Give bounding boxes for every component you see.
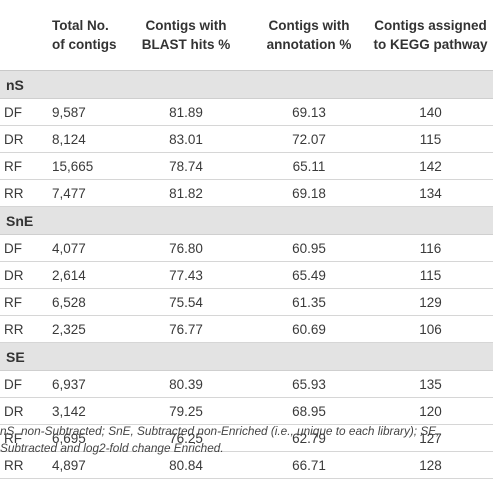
cell-blast-hits: 83.01	[122, 125, 250, 153]
cell-blast-hits: 76.77	[122, 315, 250, 343]
cell-blast-hits: 75.54	[122, 288, 250, 316]
cell-kegg: 129	[368, 288, 493, 316]
header-annotation: Contigs with annotation %	[250, 0, 368, 71]
cell-blast-hits: 76.25	[122, 424, 250, 452]
table-row: DF 4,077 76.80 60.95 116	[0, 234, 493, 262]
row-label: DF	[0, 234, 48, 262]
cell-annotation: 72.07	[250, 125, 368, 153]
row-label: RF	[0, 152, 48, 180]
cell-blast-hits: 80.39	[122, 370, 250, 398]
cell-total-contigs: 2,325	[48, 315, 122, 343]
cell-annotation: 65.93	[250, 370, 368, 398]
cell-kegg: 115	[368, 125, 493, 153]
cell-annotation: 68.95	[250, 397, 368, 425]
cell-kegg: 140	[368, 98, 493, 126]
group-label: nS	[0, 70, 493, 99]
row-label: DF	[0, 370, 48, 398]
cell-total-contigs: 4,077	[48, 234, 122, 262]
row-label: RR	[0, 179, 48, 207]
table-row: DF 9,587 81.89 69.13 140	[0, 98, 493, 126]
cell-blast-hits: 81.82	[122, 179, 250, 207]
table-row: DR 2,614 77.43 65.49 115	[0, 261, 493, 289]
group-label: SnE	[0, 206, 493, 235]
cell-total-contigs: 6,695	[48, 424, 122, 452]
cell-annotation: 69.13	[250, 98, 368, 126]
table-row: RF 15,665 78.74 65.11 142	[0, 152, 493, 180]
cell-total-contigs: 9,587	[48, 98, 122, 126]
row-label: DR	[0, 261, 48, 289]
group-row: SE	[0, 342, 493, 371]
cell-blast-hits: 79.25	[122, 397, 250, 425]
cell-kegg: 116	[368, 234, 493, 262]
cell-annotation: 60.95	[250, 234, 368, 262]
cell-annotation: 65.11	[250, 152, 368, 180]
cell-kegg: 115	[368, 261, 493, 289]
cell-blast-hits: 77.43	[122, 261, 250, 289]
header-blast-hits: Contigs with BLAST hits %	[122, 0, 250, 71]
cell-annotation: 60.69	[250, 315, 368, 343]
table-footnote: nS, non-Subtracted; SnE, Subtracted non-…	[0, 424, 440, 455]
cell-kegg: 134	[368, 179, 493, 207]
cell-kegg: 127	[368, 424, 493, 452]
row-label: RR	[0, 315, 48, 343]
cell-kegg: 120	[368, 397, 493, 425]
cell-total-contigs: 15,665	[48, 152, 122, 180]
row-label: DR	[0, 125, 48, 153]
cell-total-contigs: 8,124	[48, 125, 122, 153]
cell-total-contigs: 6,937	[48, 370, 122, 398]
cell-kegg: 135	[368, 370, 493, 398]
header-total-contigs: Total No. of contigs	[48, 0, 122, 71]
group-row: nS	[0, 70, 493, 99]
cell-total-contigs: 2,614	[48, 261, 122, 289]
cell-kegg: 106	[368, 315, 493, 343]
cell-kegg: 142	[368, 152, 493, 180]
group-label: SE	[0, 342, 493, 371]
table-row: DR 8,124 83.01 72.07 115	[0, 125, 493, 153]
table-row: RR 2,325 76.77 60.69 106	[0, 315, 493, 343]
cell-total-contigs: 3,142	[48, 397, 122, 425]
cell-annotation: 62.79	[250, 424, 368, 452]
row-label: DR	[0, 397, 48, 425]
table-row: RR 7,477 81.82 69.18 134	[0, 179, 493, 207]
header-kegg: Contigs assigned to KEGG pathway	[368, 0, 493, 71]
table-row: DF 6,937 80.39 65.93 135	[0, 370, 493, 398]
table-row: DR 3,142 79.25 68.95 120	[0, 397, 493, 425]
cell-blast-hits: 76.80	[122, 234, 250, 262]
table-row: RF 6,528 75.54 61.35 129	[0, 288, 493, 316]
cell-annotation: 69.18	[250, 179, 368, 207]
cell-annotation: 61.35	[250, 288, 368, 316]
row-label: RF	[0, 424, 48, 452]
header-row: Total No. of contigs Contigs with BLAST …	[0, 0, 493, 71]
cell-total-contigs: 7,477	[48, 179, 122, 207]
table-row: RF 6,695 76.25 62.79 127	[0, 424, 493, 452]
cell-annotation: 65.49	[250, 261, 368, 289]
header-label-col	[0, 0, 48, 71]
cell-blast-hits: 78.74	[122, 152, 250, 180]
row-label: RF	[0, 288, 48, 316]
cell-blast-hits: 81.89	[122, 98, 250, 126]
row-label: DF	[0, 98, 48, 126]
group-row: SnE	[0, 206, 493, 235]
cell-total-contigs: 6,528	[48, 288, 122, 316]
